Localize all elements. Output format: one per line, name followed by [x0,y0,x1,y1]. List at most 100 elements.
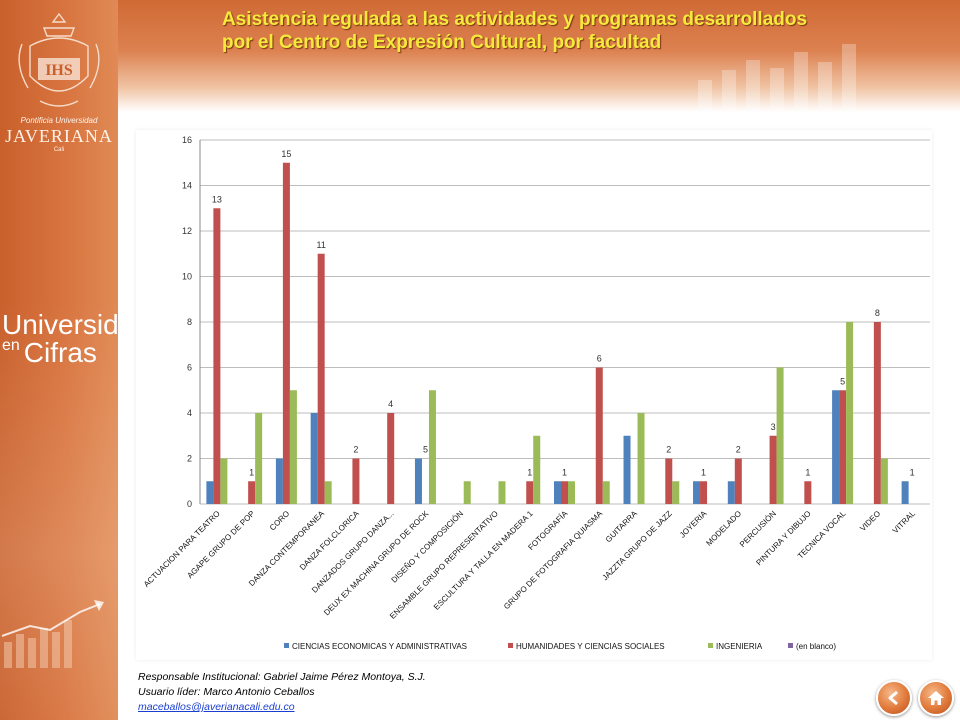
sidebar: IHS Pontificia Universidad JAVERIANA Cal… [0,0,118,720]
brand-line-2: en Cifras [2,337,97,369]
bar-18-0 [832,390,840,504]
y-tick-label: 14 [182,181,192,191]
back-arrow-icon [888,690,898,706]
header-banner [118,0,960,112]
bar-13-2 [672,481,680,504]
data-label: 1 [527,467,532,477]
bar-3-2 [324,481,332,504]
bar-19-2 [880,458,888,504]
data-label: 2 [353,445,358,455]
data-label: 1 [910,467,915,477]
title-line-1: Asistencia regulada a las actividades y … [222,9,808,30]
x-tick-label: AGAPE GRUPO DE POP [185,509,256,580]
back-button[interactable] [876,680,912,716]
data-label: 3 [771,422,776,432]
data-label: 13 [212,194,222,204]
data-label: 5 [840,376,845,386]
x-tick-label: DANZA FOLCLORICA [298,509,361,572]
home-button[interactable] [918,680,954,716]
coat-of-arms-icon: IHS [18,12,100,107]
bar-19-1 [873,322,881,504]
data-label: 2 [666,445,671,455]
bar-9-1 [526,481,534,504]
bar-11-1 [595,367,603,504]
logo-big-text: JAVERIANA [5,126,113,146]
legend-label: HUMANIDADES Y CIENCIAS SOCIALES [516,642,665,651]
bar-3-1 [317,253,325,504]
y-tick-label: 10 [182,272,192,282]
credit-responsable: Responsable Institucional: Gabriel Jaime… [138,671,426,683]
chart-panel: 0 2 4 6 8 10 12 14 16 13 1 15 11 2 4 5 1 1 6 2 1 2 3 1 5 8 1 ACTU… [136,130,932,660]
y-tick-label: 2 [187,454,192,464]
bar-13-1 [665,458,673,504]
y-tick-label: 6 [187,363,192,373]
bar-0-2 [220,458,228,504]
bar-15-1 [734,458,742,504]
bar-3-0 [310,413,318,504]
legend-label: INGENIERIA [716,642,763,651]
bar-16-2 [776,367,784,504]
bar-18-2 [846,322,854,504]
bar-10-1 [561,481,568,504]
data-label: 8 [875,308,880,318]
credits: Responsable Institucional: Gabriel Jaime… [138,670,426,715]
bar-10-0 [554,481,561,504]
bar-8-2 [498,481,506,504]
bar-1-1 [248,481,256,504]
legend-swatch [708,643,713,648]
bar-11-2 [602,481,610,504]
bar-6-0 [414,458,422,504]
bar-15-0 [727,481,735,504]
x-tick-label: GUITARRA [604,509,640,545]
data-label: 2 [736,445,741,455]
bar-18-1 [839,390,847,504]
university-logo: IHS Pontificia Universidad JAVERIANA Cal… [0,6,118,156]
bar-0-1 [213,208,221,504]
svg-text:IHS: IHS [45,62,73,79]
x-tick-label: VIDEO [858,509,882,533]
legend-swatch [508,643,513,648]
bar-9-2 [533,435,541,504]
data-label: 5 [423,445,428,455]
y-tick-label: 4 [187,408,192,418]
brand-cifras: Cifras [23,337,97,368]
bar-16-1 [769,435,777,504]
bar-12-2 [637,413,645,504]
brand-prefix: en [2,337,20,354]
growth-arrow-icon [1,600,104,668]
credit-usuario: Usuario líder: Marco Antonio Ceballos [138,686,315,698]
bar-14-1 [700,481,708,504]
legend-swatch [284,643,289,648]
bar-20-0 [901,481,909,504]
bar-1-2 [255,413,263,504]
bar-17-1 [804,481,812,504]
header-bars-decoration [698,44,856,110]
x-tick-label: VITRAL [891,509,918,536]
bar-12-0 [623,435,631,504]
data-label: 4 [388,399,393,409]
data-label: 6 [597,354,602,364]
credit-email-link[interactable]: maceballos@javerianacali.edu.co [138,701,295,713]
data-label: 1 [805,467,810,477]
bar-2-1 [282,162,290,504]
bar-6-2 [428,390,436,504]
title-line-2: por el Centro de Expresión Cultural, por… [222,32,662,53]
logo-small-text: Pontificia Universidad [20,116,98,125]
data-label: 11 [316,240,325,250]
legend-label: (en blanco) [796,642,836,651]
x-tick-label: JOYERIA [678,509,709,540]
bar-4-1 [352,458,360,504]
data-label: 15 [281,149,291,159]
bar-2-0 [275,458,283,504]
brand-line-1: Universidad [2,309,118,340]
page-title: Asistencia regulada a las actividades y … [222,8,922,54]
x-tick-label: CORO [268,509,291,532]
bar-5-1 [387,413,395,504]
y-tick-label: 8 [187,317,192,327]
data-label: 1 [562,467,567,477]
y-tick-label: 0 [187,499,192,509]
home-icon [928,691,944,705]
x-tick-label: DISEÑO Y COMPOSICIÓN [390,509,466,585]
data-label: 1 [249,467,254,477]
